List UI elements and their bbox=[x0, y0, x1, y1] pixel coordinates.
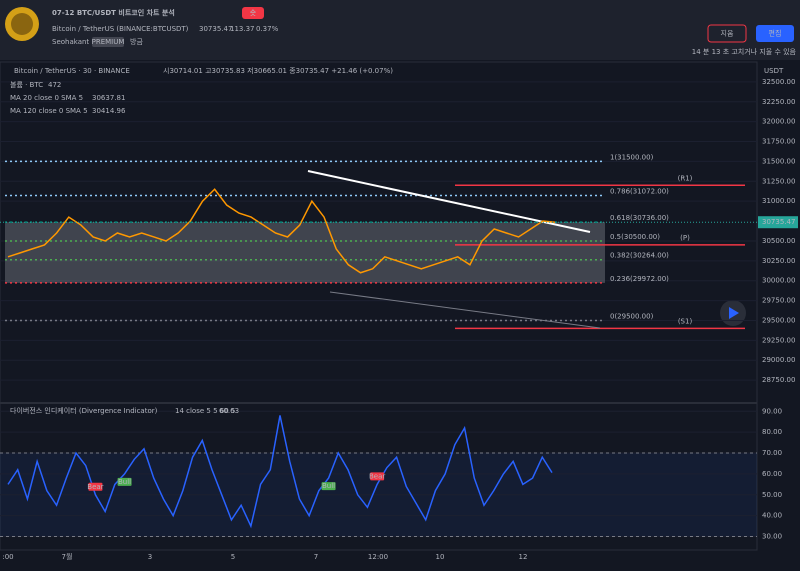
y-tick-label: 40.00 bbox=[762, 512, 782, 520]
x-tick-label: 7월 bbox=[62, 552, 73, 561]
fib-label: 0(29500.00) bbox=[610, 312, 654, 320]
trend-line-lower bbox=[329, 291, 601, 329]
post-time: 방금 bbox=[130, 37, 143, 46]
last-price-box bbox=[758, 216, 798, 229]
edit-note: 14 분 13 초 고치거나 지울 수 있음 bbox=[692, 47, 797, 56]
header-change: 113.37 bbox=[230, 25, 255, 33]
x-tick-label: 7 bbox=[314, 553, 318, 561]
premium-text: PREMIUM bbox=[92, 38, 125, 46]
level-label: (R1) bbox=[678, 174, 693, 182]
legend-text: 시30714.01 고30735.83 저30665.01 종30735.47 … bbox=[163, 66, 393, 75]
legend-text: 30637.81 bbox=[92, 94, 125, 102]
last-price-label: 30735.47 bbox=[762, 218, 795, 226]
divergence-badge bbox=[117, 477, 132, 486]
y-tick-label: 31750.00 bbox=[762, 138, 795, 146]
avatar-inner bbox=[11, 13, 33, 35]
indicator-params: 14 close 5 5 60 5 bbox=[175, 407, 235, 415]
level-label: (P) bbox=[680, 234, 690, 242]
divergence-badge bbox=[321, 482, 336, 491]
y-tick-label: 32500.00 bbox=[762, 78, 795, 86]
legend-text: MA 20 close 0 SMA 5 bbox=[10, 94, 83, 102]
y-unit: USDT bbox=[764, 67, 784, 75]
tag-text: 숏 bbox=[250, 9, 257, 17]
price-line bbox=[7, 188, 556, 274]
y-tick-label: 29750.00 bbox=[762, 297, 795, 305]
legend-text: 30414.96 bbox=[92, 107, 126, 115]
x-tick-label: 10 bbox=[436, 553, 445, 561]
indicator-title: 다이버전스 인디케이터 (Divergence Indicator) bbox=[10, 406, 158, 415]
y-tick-label: 32000.00 bbox=[762, 118, 795, 126]
legend-text: 볼륨 · BTC bbox=[10, 80, 43, 89]
y-tick-label: 29500.00 bbox=[762, 316, 795, 324]
y-tick-label: 70.00 bbox=[762, 449, 782, 457]
y-tick-label: 90.00 bbox=[762, 407, 782, 415]
level-label: (S1) bbox=[678, 317, 693, 325]
fib-label: 0.236(29972.00) bbox=[610, 275, 669, 283]
x-tick-label: 3 bbox=[148, 553, 152, 561]
y-tick-label: 32250.00 bbox=[762, 98, 795, 106]
author: Seohakant bbox=[52, 38, 89, 46]
divergence-badge bbox=[88, 482, 103, 491]
edit-button[interactable] bbox=[756, 25, 794, 42]
premium-badge bbox=[92, 37, 124, 47]
y-tick-label: 30.00 bbox=[762, 533, 782, 541]
delete-label: 지움 bbox=[721, 29, 734, 38]
tag-badge bbox=[242, 7, 264, 19]
indicator-line bbox=[7, 415, 553, 529]
x-tick-label: 12:00 bbox=[368, 553, 388, 561]
y-tick-label: 31000.00 bbox=[762, 197, 795, 205]
fib-label: 0.786(31072.00) bbox=[610, 187, 669, 195]
y-tick-label: 31250.00 bbox=[762, 177, 795, 185]
header-bar bbox=[0, 0, 800, 60]
legend-text: 472 bbox=[48, 81, 61, 89]
play-icon bbox=[729, 307, 739, 319]
y-tick-label: 28750.00 bbox=[762, 376, 795, 384]
y-tick-label: 80.00 bbox=[762, 428, 782, 436]
y-tick-label: 30250.00 bbox=[762, 257, 795, 265]
delete-button[interactable] bbox=[707, 24, 747, 43]
y-tick-label: 60.00 bbox=[762, 470, 782, 478]
divergence-label: Bull bbox=[118, 478, 131, 486]
legend-text: MA 120 close 0 SMA 5 bbox=[10, 107, 88, 115]
divergence-label: Bull bbox=[322, 482, 335, 490]
x-tick-label: 12 bbox=[519, 553, 528, 561]
header-change-pct: 0.37% bbox=[256, 25, 279, 33]
y-tick-label: 29000.00 bbox=[762, 356, 795, 364]
fib-label: 0.382(30264.00) bbox=[610, 252, 669, 260]
y-tick-label: 29250.00 bbox=[762, 336, 795, 344]
divergence-label: Bear bbox=[87, 483, 103, 491]
y-tick-label: 50.00 bbox=[762, 491, 782, 499]
fib-label: 0.618(30736.00) bbox=[610, 214, 669, 222]
post-title: 07-12 BTC/USDT 비트코인 차트 분석 bbox=[52, 8, 175, 17]
edit-label: 편집 bbox=[769, 29, 782, 38]
y-tick-label: 30000.00 bbox=[762, 277, 795, 285]
fib-label: 0.5(30500.00) bbox=[610, 233, 660, 241]
x-tick-label: 5 bbox=[231, 553, 235, 561]
header-price: 30735.47 bbox=[199, 25, 232, 33]
x-tick-label: :00 bbox=[2, 553, 13, 561]
fib-label: 1(31500.00) bbox=[610, 153, 654, 161]
y-tick-label: 31500.00 bbox=[762, 157, 795, 165]
y-tick-label: 30500.00 bbox=[762, 237, 795, 245]
chart-pane bbox=[0, 61, 758, 551]
legend-text: Bitcoin / TetherUS · 30 · BINANCE bbox=[14, 67, 130, 75]
symbol-link: Bitcoin / TetherUS (BINANCE:BTCUSDT) bbox=[52, 25, 189, 33]
fib-zone bbox=[5, 222, 605, 283]
divergence-label: Bear bbox=[369, 472, 385, 480]
indicator-value: 60.63 bbox=[219, 407, 239, 415]
divergence-badge bbox=[370, 472, 385, 481]
